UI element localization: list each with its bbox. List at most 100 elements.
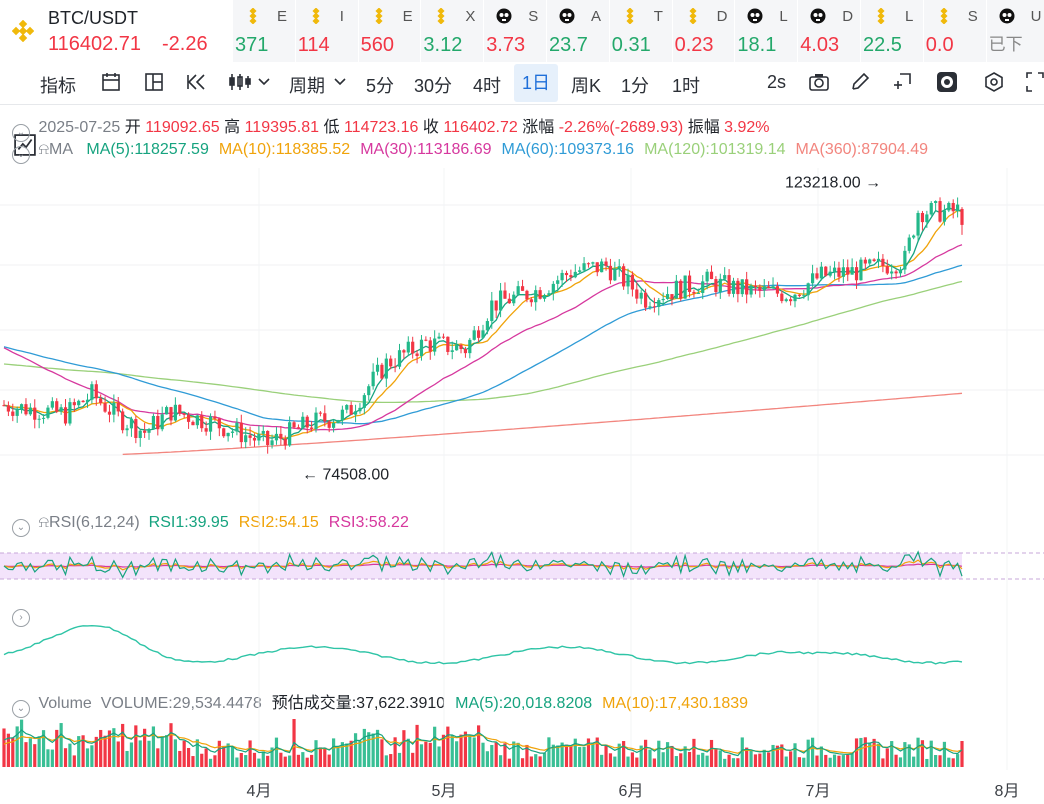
replay-icon[interactable] xyxy=(186,72,208,92)
collapse-icon[interactable]: ⌄ xyxy=(12,700,30,718)
ticker-item[interactable]: S 0.0 xyxy=(922,0,986,62)
volume-bar xyxy=(604,744,608,767)
candle-body xyxy=(832,267,837,272)
candle-body xyxy=(696,292,700,294)
volume-bar xyxy=(806,739,810,767)
volume-bar xyxy=(648,749,652,767)
fullscreen-icon[interactable] xyxy=(1026,72,1044,92)
main-ticker[interactable]: BTC/USDT 116402.71 -2.26 xyxy=(0,0,230,62)
volume-bar xyxy=(125,750,129,767)
volume-bar xyxy=(362,728,366,767)
ticker-item[interactable]: E 560 xyxy=(357,0,421,62)
ticker-item[interactable]: U 已下 xyxy=(985,0,1044,62)
ticker-item[interactable]: D 4.03 xyxy=(797,0,860,62)
volume-bar xyxy=(490,744,494,767)
camera-icon[interactable] xyxy=(808,72,830,92)
calendar-icon[interactable] xyxy=(101,72,121,92)
candle-body xyxy=(929,203,933,215)
volume-bar xyxy=(723,758,727,767)
volume-bar xyxy=(929,740,933,767)
exchange-logo-icon[interactable] xyxy=(935,70,959,94)
interval-4h[interactable]: 4时 xyxy=(473,76,502,96)
interval-1w[interactable]: 周K xyxy=(571,76,602,96)
candle-body xyxy=(81,400,85,403)
chevron-down-icon[interactable] xyxy=(334,78,346,86)
ma-legend-item: MA(120):101319.14 xyxy=(644,141,786,158)
volume-bar xyxy=(841,755,845,767)
pen-icon[interactable] xyxy=(850,72,870,92)
skull-icon xyxy=(747,8,763,24)
rsi-items: RSI1:39.95 RSI2:54.15 RSI3:58.22 xyxy=(149,514,419,531)
ticker-item[interactable]: L 22.5 xyxy=(860,0,923,62)
interval-1h[interactable]: 1时 xyxy=(672,76,701,96)
interval-1d[interactable]: 1日 xyxy=(514,64,559,102)
volume-bar xyxy=(147,740,151,767)
volume-bar xyxy=(305,757,309,767)
volume-bar xyxy=(279,752,283,767)
volume-bar xyxy=(318,747,323,767)
volume-bar xyxy=(173,739,177,767)
ticker-item[interactable]: D 0.23 xyxy=(671,0,735,62)
rsi-legend-item: RSI1:39.95 xyxy=(148,514,229,531)
candle-body xyxy=(564,272,569,276)
bell-icon[interactable]: ⍾ xyxy=(38,514,50,531)
candle-body xyxy=(780,293,784,302)
candle-body xyxy=(850,267,854,275)
candle-body xyxy=(547,293,551,296)
volume-bar xyxy=(288,755,292,767)
ticker-item[interactable]: S 3.73 xyxy=(483,0,546,62)
x-tick-label: 7月 xyxy=(806,783,831,800)
ticker-change: -2.26 xyxy=(162,33,208,55)
candle-body xyxy=(815,273,819,279)
indicator-button[interactable]: 指标 xyxy=(40,76,76,96)
period-button[interactable]: 周期 xyxy=(289,76,325,96)
bell-icon[interactable]: ⍾ xyxy=(38,141,50,158)
candle-body xyxy=(652,306,656,308)
volume-bar xyxy=(622,741,626,767)
candle-body xyxy=(274,433,279,441)
ohlc-info-row: ⌄ 2025-07-25 开 119092.65 高 119395.81 低 1… xyxy=(12,113,770,142)
chevron-down-icon[interactable] xyxy=(258,78,270,86)
ticker-item[interactable]: E 371 xyxy=(232,0,295,62)
add-chart-icon[interactable] xyxy=(892,72,912,92)
volume-bar xyxy=(72,755,76,767)
candle-type-icon[interactable] xyxy=(228,72,252,92)
candle-body xyxy=(463,349,468,354)
volume-pane xyxy=(2,719,964,767)
collapse-icon[interactable]: ⌄ xyxy=(12,146,30,164)
collapse-icon[interactable]: ⌄ xyxy=(12,124,30,142)
volume-bar xyxy=(740,737,744,767)
ticker-item[interactable]: T 0.31 xyxy=(608,0,672,62)
expand-icon[interactable]: › xyxy=(12,609,30,627)
ticker-item[interactable]: A 23.7 xyxy=(546,0,609,62)
candle-body xyxy=(437,336,441,339)
ticker-item-value: 371 xyxy=(235,34,269,56)
candle-body xyxy=(938,201,942,222)
interval-30m[interactable]: 30分 xyxy=(414,76,453,96)
ticker-item-value: 18.1 xyxy=(737,34,777,56)
ticker-item[interactable]: X 3.12 xyxy=(420,0,484,62)
candle-body xyxy=(745,279,749,295)
candle-body xyxy=(560,272,564,281)
interval-1m[interactable]: 1分 xyxy=(621,76,650,96)
settings-icon[interactable] xyxy=(984,72,1004,92)
refresh-interval[interactable]: 2s xyxy=(767,72,787,92)
ticker-item[interactable]: I 114 xyxy=(294,0,358,62)
volume-bar xyxy=(731,758,736,767)
volume-bar xyxy=(780,744,784,767)
ticker-item-symbol: E xyxy=(402,8,413,25)
candle-body xyxy=(389,358,393,367)
collapse-icon[interactable]: ⌄ xyxy=(12,519,30,537)
interval-5m[interactable]: 5分 xyxy=(366,76,395,96)
candle-body xyxy=(446,336,450,352)
volume-bar xyxy=(494,742,498,767)
candle-body xyxy=(494,300,498,311)
volume-bar xyxy=(252,752,257,767)
volume-bar xyxy=(793,743,797,767)
layout-icon[interactable] xyxy=(144,72,164,92)
volume-bar xyxy=(2,728,6,767)
candle-body xyxy=(490,300,494,322)
ticker-item[interactable]: L 18.1 xyxy=(734,0,798,62)
volume-bar xyxy=(556,745,560,767)
volume-bar xyxy=(802,757,806,767)
